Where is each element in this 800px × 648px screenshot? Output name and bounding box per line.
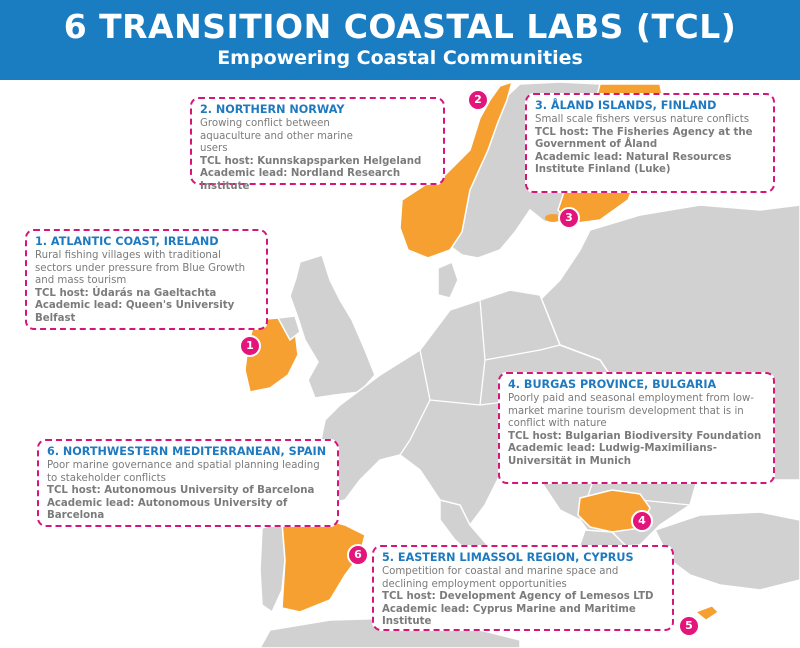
lab-academic-lead: Academic lead: Ludwig-Maximilians-Univer… [508, 443, 717, 467]
cyprus-land [695, 605, 719, 621]
lab-academic-lead: Academic lead: Autonomous University of … [47, 497, 288, 522]
lab-title: 3. ÅLAND ISLANDS, FINLAND [535, 99, 717, 112]
turkey-land [653, 511, 800, 591]
lab-host: TCL host: Development Agency of Lemesos … [382, 591, 654, 603]
lab-box-2: 2. NORTHERN NORWAY Growing conflict betw… [190, 97, 445, 192]
lab-marker-5: 5 [678, 615, 700, 637]
lab-description: Poorly paid and seasonal employment from… [508, 393, 754, 430]
lab-description: Competition for coastal and marine space… [382, 566, 619, 590]
norway-land [399, 80, 514, 259]
lab-title: 5. EASTERN LIMASSOL REGION, CYPRUS [382, 551, 634, 564]
lab-host: TCL host: Autonomous University of Barce… [47, 485, 315, 497]
great-britain-land [289, 254, 376, 399]
lab-description: Rural fishing villages with traditional … [35, 250, 246, 287]
lab-box-3: 3. ÅLAND ISLANDS, FINLAND Small scale fi… [525, 93, 775, 193]
lab-marker-3: 3 [558, 207, 580, 229]
lab-box-6: 6. NORTHWESTERN MEDITERRANEAN, SPAIN Poo… [37, 439, 339, 527]
lab-academic-lead: Academic lead: Nordland Research Institu… [200, 168, 401, 192]
portugal-land [259, 521, 286, 614]
lab-host: TCL host: The Fisheries Agency at the Go… [535, 126, 753, 151]
lab-box-1: 1. ATLANTIC COAST, IRELAND Rural fishing… [25, 229, 268, 330]
lab-description: Poor marine governance and spatial plann… [47, 460, 320, 484]
page-title: 6 TRANSITION COASTAL LABS (TCL) [63, 7, 737, 46]
lab-title: 6. NORTHWESTERN MEDITERRANEAN, SPAIN [47, 445, 327, 458]
lab-marker-1: 1 [239, 335, 261, 357]
lab-description: Small scale fishers versus nature confli… [535, 114, 750, 125]
lab-marker-6: 6 [347, 544, 369, 566]
lab-marker-4: 4 [631, 510, 653, 532]
lab-title: 4. BURGAS PROVINCE, BULGARIA [508, 378, 717, 391]
page-subtitle: Empowering Coastal Communities [217, 47, 583, 69]
aland-islands [545, 214, 561, 222]
lab-host: TCL host: Kunnskapsparken Helgeland [200, 155, 422, 167]
lab-box-5: 5. EASTERN LIMASSOL REGION, CYPRUS Compe… [372, 545, 674, 631]
lab-host: TCL host: Bulgarian Biodiversity Foundat… [508, 430, 762, 442]
lab-box-4: 4. BURGAS PROVINCE, BULGARIA Poorly paid… [498, 372, 775, 484]
title-banner: 6 TRANSITION COASTAL LABS (TCL) Empoweri… [0, 0, 800, 80]
lab-academic-lead: Academic lead: Queen's University Belfas… [35, 300, 235, 324]
northern-ireland-land [276, 315, 301, 342]
lab-academic-lead: Academic lead: Natural Resources Institu… [535, 151, 732, 176]
lab-title: 2. NORTHERN NORWAY [200, 103, 345, 116]
lab-academic-lead: Academic lead: Cyprus Marine and Maritim… [382, 603, 636, 628]
lab-description: Growing conflict between aquaculture and… [200, 118, 353, 155]
lab-title: 1. ATLANTIC COAST, IRELAND [35, 235, 219, 248]
lab-marker-2: 2 [467, 89, 489, 111]
lab-host: TCL host: Údarás na Gaeltachta [35, 287, 217, 299]
denmark-land [437, 260, 459, 299]
